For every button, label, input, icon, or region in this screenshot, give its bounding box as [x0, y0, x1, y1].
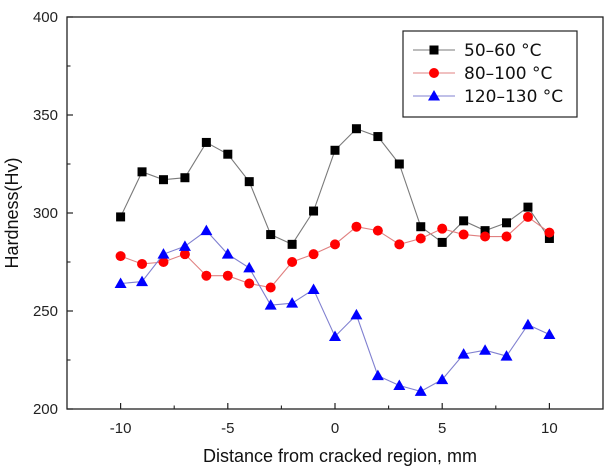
data-point-circle	[372, 225, 383, 236]
data-point-circle	[394, 239, 405, 250]
data-point-triangle	[436, 373, 449, 385]
data-point-circle	[501, 231, 512, 242]
data-point-circle	[179, 249, 190, 260]
data-point-square	[137, 167, 147, 177]
data-point-square	[523, 202, 533, 212]
legend-item: 50–60 °C	[413, 41, 542, 61]
y-tick-label: 250	[33, 303, 58, 320]
data-point-triangle	[114, 277, 127, 289]
legend-label: 80–100 °C	[464, 64, 552, 84]
x-axis-title: Distance from cracked region, mm	[203, 446, 477, 466]
data-point-circle	[137, 258, 148, 269]
data-point-square	[544, 233, 554, 243]
x-tick-label: 0	[331, 420, 339, 437]
data-point-triangle	[157, 248, 170, 259]
data-point-square	[266, 230, 276, 240]
data-point-square	[459, 216, 469, 226]
data-point-circle	[415, 233, 426, 244]
data-point-square	[480, 226, 490, 236]
y-tick-label: 300	[33, 205, 58, 222]
legend-label: 50–60 °C	[464, 41, 542, 61]
x-tick-label: 5	[438, 420, 446, 437]
data-point-triangle	[329, 330, 341, 341]
data-point-triangle	[264, 299, 277, 310]
data-point-triangle	[286, 297, 299, 308]
data-point-triangle	[136, 275, 149, 287]
data-point-circle	[437, 223, 448, 234]
data-point-triangle	[457, 348, 470, 359]
data-point-circle	[330, 239, 340, 250]
data-point-square	[309, 206, 319, 216]
legend-item: 120–130 °C	[413, 87, 563, 107]
data-point-square	[502, 218, 512, 228]
data-point-triangle	[200, 224, 213, 236]
data-point-square	[373, 132, 383, 142]
legend-marker-square	[429, 45, 439, 55]
data-point-triangle	[393, 379, 406, 390]
data-point-circle	[287, 257, 298, 267]
y-tick-label: 200	[33, 401, 58, 418]
data-point-square	[116, 212, 126, 222]
data-point-circle	[351, 221, 362, 232]
data-point-square	[158, 175, 168, 185]
data-point-circle	[308, 249, 319, 260]
data-point-square	[201, 137, 211, 147]
series-1	[116, 124, 554, 249]
y-axis-title: Hardness(Hv)	[2, 157, 22, 268]
ticks-group: -10 -5 0 5 10 200 250 300 350 400	[33, 9, 558, 437]
data-point-square	[223, 149, 233, 159]
y-tick-label: 400	[33, 9, 58, 26]
data-point-square	[287, 239, 297, 249]
data-point-circle	[522, 211, 533, 222]
data-point-square	[351, 124, 361, 134]
x-tick-label: -10	[110, 420, 132, 437]
data-point-circle	[458, 229, 469, 240]
data-point-circle	[158, 257, 169, 267]
data-point-square	[437, 237, 447, 247]
data-point-circle	[222, 270, 233, 281]
legend-marker-triangle	[428, 90, 440, 101]
x-tick-label: 10	[541, 420, 558, 437]
data-point-circle	[544, 227, 555, 238]
data-point-triangle	[479, 344, 492, 355]
data-point-triangle	[178, 240, 191, 251]
data-point-square	[416, 222, 426, 232]
legend: 50–60 °C 80–100 °C 120–130 °C	[402, 30, 578, 118]
series-3	[114, 224, 556, 396]
data-point-triangle	[543, 328, 556, 340]
legend-item: 80–100 °C	[413, 64, 552, 84]
data-point-triangle	[521, 318, 534, 330]
y-tick-label: 350	[33, 107, 58, 124]
x-tick-label: -5	[221, 420, 234, 437]
data-point-triangle	[307, 283, 320, 294]
data-point-circle	[115, 251, 126, 262]
legend-marker-circle	[429, 68, 439, 78]
legend-label: 120–130 °C	[464, 87, 563, 107]
data-point-triangle	[221, 248, 234, 259]
data-point-circle	[244, 278, 255, 289]
data-point-triangle	[500, 350, 513, 361]
series-2	[115, 211, 555, 293]
data-point-square	[394, 159, 404, 169]
data-point-triangle	[243, 261, 256, 273]
data-point-circle	[265, 282, 276, 293]
data-point-triangle	[371, 369, 384, 381]
data-point-triangle	[350, 308, 363, 320]
data-point-circle	[480, 231, 491, 242]
data-point-square	[180, 173, 190, 183]
data-point-circle	[201, 270, 212, 281]
series-group	[114, 124, 556, 396]
data-point-square	[244, 177, 254, 187]
data-point-triangle	[414, 385, 427, 396]
data-point-square	[330, 145, 340, 155]
